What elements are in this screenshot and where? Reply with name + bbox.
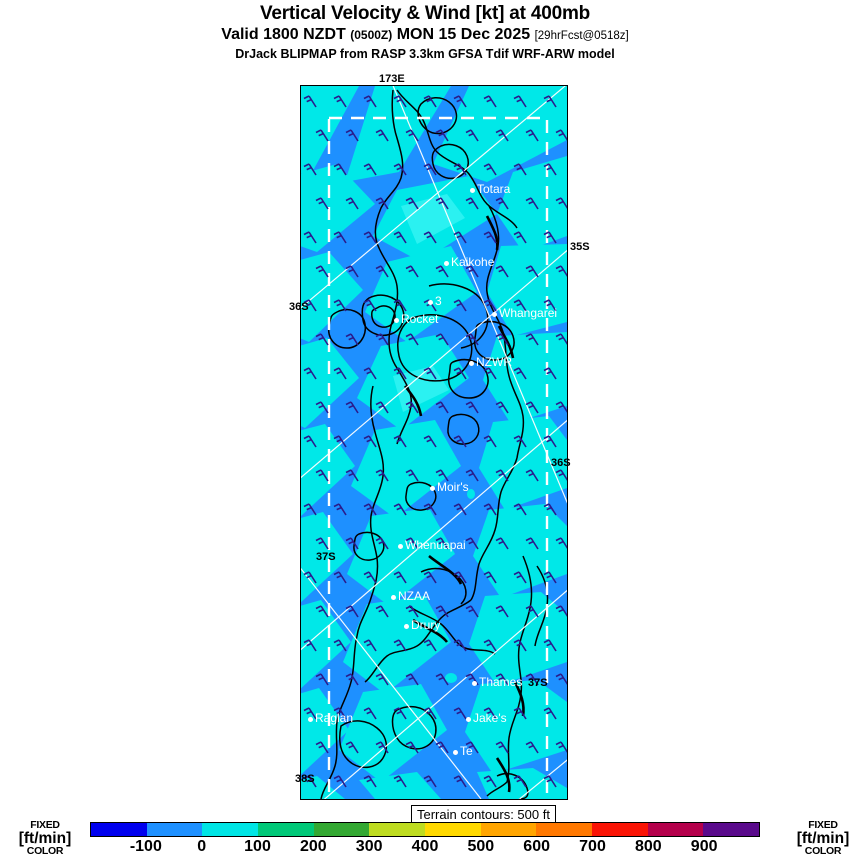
legend-label-right: FIXED [ft/min] COLOR [786, 819, 850, 858]
coordinate-label: 37S [316, 551, 336, 563]
station-marker[interactable] [492, 312, 497, 317]
station-marker[interactable] [391, 595, 396, 600]
valid-date: MON 15 Dec 2025 [396, 26, 531, 43]
station-label: Te [460, 744, 473, 758]
station-marker[interactable] [470, 188, 475, 193]
station-label: Drury [411, 618, 441, 632]
colorbar-tick--100: -100 [129, 838, 162, 855]
forecast-tag: [29hrFcst@0518z] [534, 30, 629, 42]
colorbar-segment-7 [480, 823, 537, 836]
legend-right-top: FIXED [808, 819, 838, 831]
coordinate-label: 37S [528, 677, 548, 689]
station-marker[interactable] [444, 261, 449, 266]
coordinate-label: 36S [289, 301, 309, 313]
colorbar-tick-0: 0 [197, 838, 207, 855]
station-label: Jake's [473, 711, 507, 725]
colorbar-segment-1 [146, 823, 203, 836]
colorbar-segment-8 [536, 823, 593, 836]
legend-label-left: FIXED [ft/min] COLOR [8, 819, 82, 858]
colorbar-segment-2 [202, 823, 259, 836]
colorbar-segment-4 [313, 823, 370, 836]
station-marker[interactable] [308, 717, 313, 722]
station-marker[interactable] [398, 544, 403, 549]
coordinate-label: 35S [570, 241, 590, 253]
colorbar-tick-labels: -100 0 100 200 300 400 500 600 700 800 900 [90, 837, 760, 857]
station-label: NZAA [398, 589, 431, 603]
coordinate-label: 173E [379, 73, 405, 85]
colorbar: -100 0 100 200 300 400 500 600 700 800 900 [90, 822, 760, 858]
station-label: Totara [477, 182, 511, 196]
station-marker[interactable] [428, 300, 433, 305]
weather-map[interactable] [300, 85, 568, 800]
legend-left-units: [ft/min] [18, 830, 72, 847]
station-label: Moir's [437, 480, 469, 494]
colorbar-segment-9 [592, 823, 648, 836]
station-marker[interactable] [469, 361, 474, 366]
colorbar-segment-10 [647, 823, 704, 836]
colorbar-tick-300: 300 [355, 838, 383, 855]
colorbar-segment-0 [91, 823, 147, 836]
station-label: Whenuapai [405, 538, 466, 552]
station-marker[interactable] [453, 750, 458, 755]
coordinate-label: 36S [551, 457, 571, 469]
valid-time-line: Valid 1800 NZDT (0500Z) MON 15 Dec 2025 … [0, 25, 850, 46]
station-label: Whangarei [499, 306, 558, 320]
station-label: NZWR [476, 355, 512, 369]
colorbar-swatches [90, 822, 760, 837]
map-frame [300, 85, 568, 800]
colorbar-tick-200: 200 [299, 838, 327, 855]
station-marker[interactable] [394, 318, 399, 323]
valid-utc: (0500Z) [350, 28, 393, 42]
legend-right-units: [ft/min] [796, 830, 850, 847]
station-marker[interactable] [404, 624, 409, 629]
colorbar-tick-400: 400 [411, 838, 439, 855]
model-line: DrJack BLIPMAP from RASP 3.3km GFSA Tdif… [235, 47, 615, 61]
colorbar-tick-900: 900 [690, 838, 718, 855]
page-title: Vertical Velocity & Wind [kt] at 400mb [259, 3, 591, 24]
legend-left-top: FIXED [30, 819, 60, 831]
colorbar-tick-600: 600 [523, 838, 551, 855]
station-label: Kaikohe [451, 255, 495, 269]
legend-right-bottom: COLOR [804, 845, 842, 857]
colorbar-segment-6 [425, 823, 481, 836]
colorbar-segment-5 [369, 823, 426, 836]
colorbar-tick-500: 500 [467, 838, 495, 855]
title-block: Vertical Velocity & Wind [kt] at 400mb V… [0, 0, 850, 62]
colorbar-tick-100: 100 [244, 838, 271, 855]
station-label: 3 [435, 294, 442, 308]
station-label: Raglan [315, 711, 354, 725]
station-marker[interactable] [472, 681, 477, 686]
colorbar-tick-700: 700 [579, 838, 606, 855]
coordinate-label: 38S [295, 773, 315, 785]
station-marker[interactable] [430, 486, 435, 491]
station-label: Thames [479, 675, 523, 689]
station-label: Rocket [401, 312, 439, 326]
colorbar-tick-800: 800 [634, 838, 662, 855]
map-canvas [301, 86, 567, 799]
colorbar-segment-11 [703, 823, 760, 836]
legend-left-bottom: COLOR [26, 845, 64, 857]
valid-prefix: Valid 1800 NZDT [221, 26, 346, 43]
colorbar-segment-3 [258, 823, 314, 836]
station-marker[interactable] [466, 717, 471, 722]
